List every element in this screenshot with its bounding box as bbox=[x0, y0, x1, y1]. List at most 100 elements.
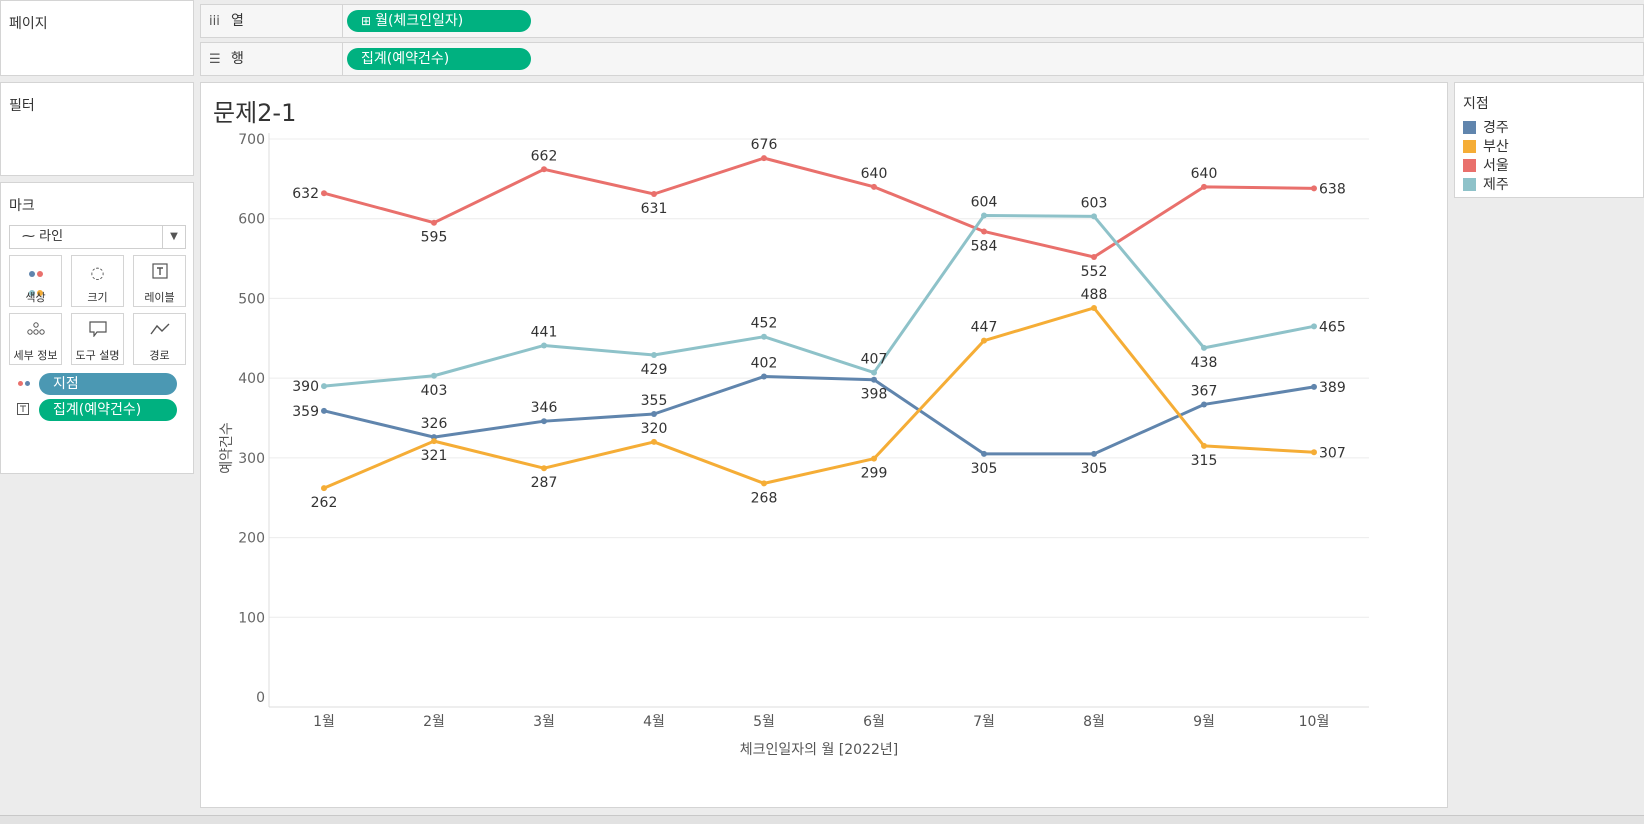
sheet-tabs-bar[interactable] bbox=[0, 815, 1644, 824]
series-line-0 bbox=[323, 375, 1315, 456]
x-axis-title: 체크인일자의 월 [2022년] bbox=[740, 742, 899, 758]
legend-panel[interactable]: 지점 경주 부산 서울 제주 bbox=[1454, 82, 1644, 198]
data-label: 604 bbox=[971, 195, 998, 211]
tooltip-button-label: 도구 설명 bbox=[75, 349, 120, 362]
size-icon: ◌ bbox=[90, 263, 105, 282]
data-label: 402 bbox=[751, 356, 778, 372]
data-label: 447 bbox=[971, 320, 998, 336]
text-label-icon bbox=[134, 256, 185, 289]
data-point bbox=[761, 373, 767, 380]
data-label: 359 bbox=[292, 404, 319, 420]
color-button[interactable]: 색상 bbox=[9, 255, 62, 307]
data-label: 452 bbox=[751, 316, 778, 332]
detail-button[interactable]: 세부 정보 bbox=[9, 313, 62, 365]
data-label: 346 bbox=[531, 400, 558, 416]
x-tick-label: 10월 bbox=[1299, 714, 1330, 730]
mark-type-label: 라인 bbox=[39, 229, 64, 244]
data-label: 262 bbox=[311, 495, 338, 511]
data-point bbox=[1311, 383, 1317, 390]
sum-bookings-pill[interactable]: 집계(예약건수) bbox=[347, 48, 531, 70]
data-label: 307 bbox=[1319, 445, 1346, 461]
data-label: 662 bbox=[531, 148, 558, 164]
filters-panel[interactable]: 필터 bbox=[0, 82, 194, 176]
detail-button-label: 세부 정보 bbox=[13, 349, 58, 362]
y-tick-label: 400 bbox=[238, 371, 265, 387]
legend-label: 경주 bbox=[1483, 120, 1509, 136]
rows-shelf-label: ☰ 행 bbox=[201, 43, 343, 75]
chart-panel[interactable]: 문제2-1 0 100 200 300 400 500 600 700 1월 2월 3월 4월 5월 6월… bbox=[200, 82, 1448, 808]
data-point bbox=[871, 183, 877, 190]
data-label: 441 bbox=[531, 324, 558, 340]
size-button-label: 크기 bbox=[87, 291, 108, 304]
data-label: 584 bbox=[971, 238, 998, 254]
data-label: 390 bbox=[292, 379, 319, 395]
data-label: 429 bbox=[641, 362, 668, 378]
color-button-label: 색상 bbox=[25, 291, 46, 304]
legend-label: 부산 bbox=[1483, 139, 1509, 155]
x-tick-label: 7월 bbox=[973, 714, 995, 730]
legend-item-jeju[interactable]: 제주 bbox=[1463, 176, 1509, 194]
path-button[interactable]: 경로 bbox=[133, 313, 186, 365]
expand-plus-icon[interactable]: ⊞ bbox=[361, 14, 372, 28]
data-point bbox=[981, 450, 987, 457]
line-chart[interactable]: 0 100 200 300 400 500 600 700 1월 2월 3월 4월 5월 6월 7월 8월 9월… bbox=[201, 83, 1447, 807]
color-dots-icon bbox=[17, 377, 35, 390]
sum-bookings-pill-label: 집계(예약건수) bbox=[361, 51, 450, 67]
data-label: 438 bbox=[1191, 355, 1218, 371]
path-icon bbox=[134, 314, 185, 347]
data-point bbox=[1311, 185, 1317, 192]
month-checkin-pill[interactable]: ⊞ 월(체크인일자) bbox=[347, 10, 531, 32]
data-label: 321 bbox=[421, 448, 448, 464]
data-point bbox=[1201, 344, 1207, 351]
pages-panel-title: 페이지 bbox=[9, 16, 48, 32]
data-point bbox=[761, 480, 767, 487]
data-label: 305 bbox=[1081, 461, 1108, 477]
legend-label: 제주 bbox=[1483, 177, 1509, 193]
legend-swatch bbox=[1463, 159, 1476, 172]
pages-panel[interactable]: 페이지 bbox=[0, 0, 194, 76]
data-label: 305 bbox=[971, 461, 998, 477]
data-label: 632 bbox=[292, 186, 319, 202]
tooltip-button[interactable]: 도구 설명 bbox=[71, 313, 124, 365]
data-label: 595 bbox=[421, 230, 448, 246]
rows-shelf[interactable]: ☰ 행 집계(예약건수) bbox=[200, 42, 1644, 76]
chevron-down-icon[interactable]: ▼ bbox=[162, 226, 185, 248]
mark-type-dropdown[interactable]: ⁓ 라인 ▼ bbox=[9, 225, 186, 249]
marks-panel[interactable]: 마크 ⁓ 라인 ▼ 색상 ◌ 크기 레이블 세부 정보 도구 설명 경로 지점 … bbox=[0, 182, 194, 474]
columns-label-text: 열 bbox=[231, 13, 244, 29]
data-label: 398 bbox=[861, 387, 888, 403]
data-point bbox=[1091, 450, 1097, 457]
data-point bbox=[651, 352, 657, 359]
count-pill-label: 집계(예약건수) bbox=[53, 402, 142, 418]
size-button[interactable]: ◌ 크기 bbox=[71, 255, 124, 307]
y-tick-label: 200 bbox=[238, 531, 265, 547]
data-point bbox=[651, 411, 657, 418]
data-point bbox=[431, 372, 437, 379]
legend-title: 지점 bbox=[1463, 96, 1489, 112]
filters-panel-title: 필터 bbox=[9, 98, 35, 114]
legend-item-gyeongju[interactable]: 경주 bbox=[1463, 119, 1509, 137]
data-label: 640 bbox=[861, 166, 888, 182]
data-label: 268 bbox=[751, 490, 778, 506]
color-icon bbox=[10, 256, 61, 296]
y-tick-label: 600 bbox=[238, 212, 265, 228]
legend-item-busan[interactable]: 부산 bbox=[1463, 138, 1509, 156]
x-tick-label: 1월 bbox=[313, 714, 335, 730]
count-pill[interactable]: 집계(예약건수) bbox=[39, 399, 177, 421]
series-line-2 bbox=[323, 156, 1315, 259]
data-point bbox=[321, 407, 327, 414]
month-checkin-pill-label: 월(체크인일자) bbox=[375, 13, 464, 29]
branch-pill[interactable]: 지점 bbox=[39, 373, 177, 395]
y-tick-label: 0 bbox=[256, 690, 265, 706]
data-point bbox=[321, 190, 327, 197]
columns-shelf[interactable]: iii 열 ⊞ 월(체크인일자) bbox=[200, 4, 1644, 38]
data-label: 367 bbox=[1191, 383, 1218, 399]
x-tick-label: 2월 bbox=[423, 714, 445, 730]
path-button-label: 경로 bbox=[149, 349, 170, 362]
data-point bbox=[541, 166, 547, 173]
legend-item-seoul[interactable]: 서울 bbox=[1463, 157, 1509, 175]
label-button[interactable]: 레이블 bbox=[133, 255, 186, 307]
data-label: 640 bbox=[1191, 166, 1218, 182]
legend-swatch bbox=[1463, 178, 1476, 191]
data-label: 465 bbox=[1319, 319, 1346, 335]
